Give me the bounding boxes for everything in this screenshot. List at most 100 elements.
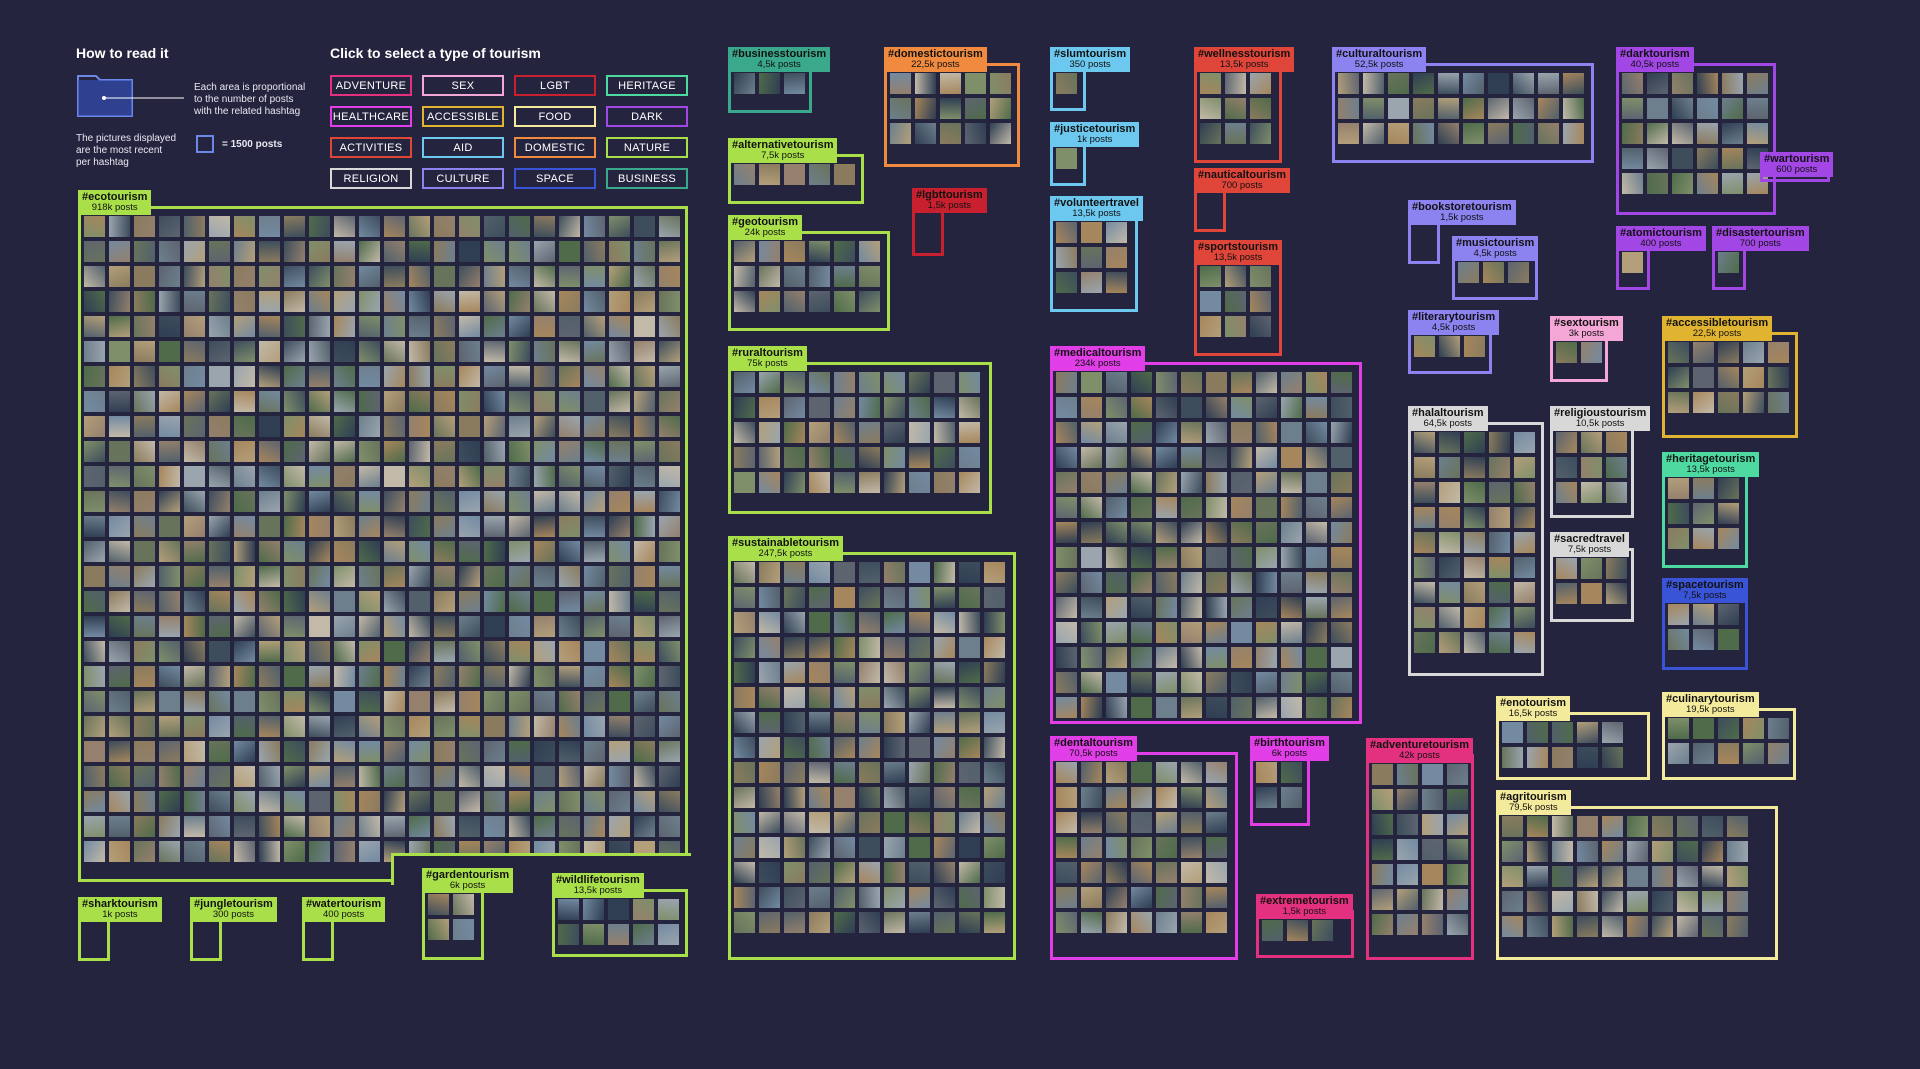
post-thumbnail[interactable] — [459, 691, 480, 712]
post-thumbnail[interactable] — [1463, 73, 1484, 94]
filter-button-heritage[interactable]: HERITAGE — [606, 75, 688, 96]
post-thumbnail[interactable] — [534, 466, 555, 487]
post-thumbnail[interactable] — [584, 716, 605, 737]
post-thumbnail[interactable] — [959, 372, 980, 393]
post-thumbnail[interactable] — [1697, 173, 1718, 194]
post-thumbnail[interactable] — [509, 416, 530, 437]
post-thumbnail[interactable] — [1627, 891, 1648, 912]
post-thumbnail[interactable] — [1231, 497, 1252, 518]
post-thumbnail[interactable] — [634, 266, 655, 287]
post-thumbnail[interactable] — [1668, 392, 1689, 413]
post-thumbnail[interactable] — [909, 612, 930, 633]
post-thumbnail[interactable] — [909, 397, 930, 418]
cluster-culinarytourism[interactable]: #culinarytourism 19,5k posts — [1662, 692, 1796, 780]
post-thumbnail[interactable] — [659, 391, 680, 412]
post-thumbnail[interactable] — [1514, 507, 1535, 528]
post-thumbnail[interactable] — [1206, 472, 1227, 493]
post-thumbnail[interactable] — [1489, 582, 1510, 603]
post-thumbnail[interactable] — [509, 291, 530, 312]
post-thumbnail[interactable] — [409, 316, 430, 337]
post-thumbnail[interactable] — [1581, 432, 1602, 453]
post-thumbnail[interactable] — [1250, 316, 1271, 337]
post-thumbnail[interactable] — [534, 391, 555, 412]
post-thumbnail[interactable] — [559, 291, 580, 312]
post-thumbnail[interactable] — [1414, 532, 1435, 553]
post-thumbnail[interactable] — [284, 516, 305, 537]
post-thumbnail[interactable] — [484, 241, 505, 262]
post-thumbnail[interactable] — [1206, 812, 1227, 833]
post-thumbnail[interactable] — [209, 416, 230, 437]
post-thumbnail[interactable] — [1627, 866, 1648, 887]
post-thumbnail[interactable] — [934, 762, 955, 783]
post-thumbnail[interactable] — [559, 741, 580, 762]
post-thumbnail[interactable] — [1747, 73, 1768, 94]
post-thumbnail[interactable] — [559, 691, 580, 712]
post-thumbnail[interactable] — [134, 666, 155, 687]
post-thumbnail[interactable] — [159, 616, 180, 637]
post-thumbnail[interactable] — [1422, 889, 1443, 910]
post-thumbnail[interactable] — [959, 812, 980, 833]
post-thumbnail[interactable] — [1538, 98, 1559, 119]
post-thumbnail[interactable] — [1206, 597, 1227, 618]
post-thumbnail[interactable] — [534, 666, 555, 687]
post-thumbnail[interactable] — [359, 266, 380, 287]
post-thumbnail[interactable] — [1056, 472, 1077, 493]
post-thumbnail[interactable] — [109, 691, 130, 712]
post-thumbnail[interactable] — [1514, 607, 1535, 628]
post-thumbnail[interactable] — [984, 812, 1005, 833]
post-thumbnail[interactable] — [1331, 497, 1352, 518]
post-thumbnail[interactable] — [159, 566, 180, 587]
post-thumbnail[interactable] — [334, 566, 355, 587]
post-thumbnail[interactable] — [1281, 472, 1302, 493]
cluster-justicetourism[interactable]: #justicetourism 1k posts — [1050, 122, 1140, 186]
post-thumbnail[interactable] — [909, 887, 930, 908]
post-thumbnail[interactable] — [309, 366, 330, 387]
post-thumbnail[interactable] — [834, 912, 855, 933]
post-thumbnail[interactable] — [234, 291, 255, 312]
post-thumbnail[interactable] — [484, 416, 505, 437]
post-thumbnail[interactable] — [1463, 123, 1484, 144]
post-thumbnail[interactable] — [634, 216, 655, 237]
post-thumbnail[interactable] — [1338, 123, 1359, 144]
post-thumbnail[interactable] — [1397, 914, 1418, 935]
post-thumbnail[interactable] — [209, 466, 230, 487]
post-thumbnail[interactable] — [234, 791, 255, 812]
post-thumbnail[interactable] — [234, 491, 255, 512]
post-thumbnail[interactable] — [434, 341, 455, 362]
post-thumbnail[interactable] — [334, 741, 355, 762]
cluster-sextourism[interactable]: #sextourism 3k posts — [1550, 316, 1623, 382]
post-thumbnail[interactable] — [234, 341, 255, 362]
post-thumbnail[interactable] — [784, 837, 805, 858]
post-thumbnail[interactable] — [384, 741, 405, 762]
post-thumbnail[interactable] — [509, 341, 530, 362]
post-thumbnail[interactable] — [634, 666, 655, 687]
post-thumbnail[interactable] — [559, 441, 580, 462]
post-thumbnail[interactable] — [1056, 497, 1077, 518]
cluster-geotourism[interactable]: #geotourism 24k posts — [728, 215, 890, 331]
post-thumbnail[interactable] — [84, 541, 105, 562]
post-thumbnail[interactable] — [1693, 604, 1714, 625]
post-thumbnail[interactable] — [134, 366, 155, 387]
cluster-spacetourism[interactable]: #spacetourism 7,5k posts — [1662, 578, 1748, 670]
post-thumbnail[interactable] — [584, 416, 605, 437]
post-thumbnail[interactable] — [1081, 472, 1102, 493]
post-thumbnail[interactable] — [434, 741, 455, 762]
post-thumbnail[interactable] — [1438, 73, 1459, 94]
post-thumbnail[interactable] — [434, 241, 455, 262]
post-thumbnail[interactable] — [884, 812, 905, 833]
post-thumbnail[interactable] — [209, 566, 230, 587]
post-thumbnail[interactable] — [359, 666, 380, 687]
post-thumbnail[interactable] — [659, 316, 680, 337]
post-thumbnail[interactable] — [834, 266, 855, 287]
post-thumbnail[interactable] — [559, 266, 580, 287]
post-thumbnail[interactable] — [1439, 482, 1460, 503]
post-thumbnail[interactable] — [284, 291, 305, 312]
post-thumbnail[interactable] — [184, 516, 205, 537]
post-thumbnail[interactable] — [484, 291, 505, 312]
post-thumbnail[interactable] — [1702, 891, 1723, 912]
post-thumbnail[interactable] — [809, 266, 830, 287]
post-thumbnail[interactable] — [1602, 722, 1623, 743]
post-thumbnail[interactable] — [234, 391, 255, 412]
post-thumbnail[interactable] — [584, 266, 605, 287]
post-thumbnail[interactable] — [1081, 622, 1102, 643]
